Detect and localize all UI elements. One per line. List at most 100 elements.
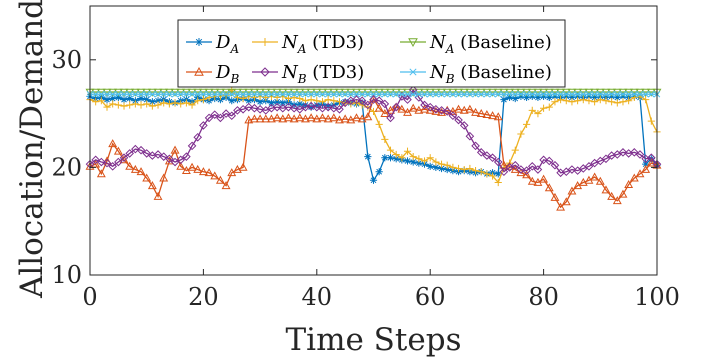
data-point	[476, 108, 486, 117]
data-point	[443, 165, 451, 174]
data-point	[120, 96, 128, 104]
data-point	[534, 93, 542, 102]
data-point	[193, 164, 203, 173]
data-point	[302, 90, 309, 98]
data-point	[346, 115, 356, 124]
data-point	[544, 183, 554, 192]
data-point	[147, 181, 157, 190]
data-point	[108, 139, 118, 148]
data-point	[585, 90, 593, 98]
data-point	[432, 163, 440, 171]
data-point	[505, 93, 514, 102]
data-point	[629, 173, 639, 182]
data-point	[375, 120, 383, 128]
data-point	[404, 90, 411, 98]
y-axis-label: Allocation/Demand	[14, 0, 50, 299]
data-point	[363, 112, 373, 121]
data-point	[272, 113, 282, 122]
data-point	[289, 103, 299, 113]
data-point	[635, 150, 645, 159]
legend-entry: NA (TD3)	[252, 32, 364, 56]
data-point	[534, 90, 542, 98]
data-point	[98, 90, 105, 98]
data-point	[613, 99, 621, 107]
legend-label-main: N	[281, 62, 299, 83]
data-point	[471, 141, 480, 151]
legend-label-main: N	[429, 32, 447, 53]
legend-label-suffix: (TD3)	[307, 62, 365, 83]
data-point	[562, 97, 570, 105]
data-point	[210, 171, 220, 180]
data-point	[618, 189, 628, 198]
data-point	[369, 176, 378, 184]
legend-label: DB	[215, 62, 239, 86]
data-point	[551, 90, 559, 98]
data-point	[131, 144, 140, 154]
data-point	[120, 102, 128, 110]
data-point	[460, 165, 468, 174]
data-point	[516, 165, 526, 174]
data-point	[194, 90, 201, 98]
legend-entry: NB (Baseline)	[400, 62, 552, 86]
data-point	[488, 153, 497, 163]
data-point	[647, 117, 655, 125]
data-point	[183, 90, 190, 98]
data-point	[256, 90, 264, 98]
legend-entry: NB (TD3)	[252, 62, 364, 86]
series-n-b-baseline	[86, 90, 661, 98]
legend-label: NB (Baseline)	[429, 62, 552, 86]
data-point	[335, 104, 344, 114]
data-point	[273, 90, 281, 98]
data-point	[324, 90, 332, 98]
data-point	[306, 101, 316, 111]
data-point	[472, 90, 479, 98]
data-point	[528, 106, 536, 114]
data-point	[165, 100, 173, 108]
data-point	[540, 104, 548, 112]
data-point	[136, 145, 146, 155]
data-point	[154, 97, 162, 105]
legend-label-suffix: (TD3)	[306, 32, 364, 53]
data-point	[601, 185, 611, 194]
data-point	[568, 90, 576, 98]
data-point	[108, 162, 117, 171]
data-point	[177, 90, 184, 98]
data-point	[454, 115, 463, 125]
legend-entry: NA (Baseline)	[400, 32, 552, 56]
data-point	[272, 102, 282, 112]
data-point	[511, 146, 519, 154]
data-point	[591, 93, 599, 102]
data-point	[193, 132, 203, 142]
data-point	[408, 38, 418, 48]
data-point	[307, 103, 315, 111]
data-point	[516, 168, 526, 177]
legend-label-subscript: A	[445, 42, 455, 56]
legend-box	[177, 19, 566, 88]
legend-label: NB (TD3)	[281, 62, 364, 86]
legend-label-subscript: B	[445, 72, 455, 86]
data-point	[544, 156, 554, 166]
data-point	[307, 90, 315, 98]
data-point	[614, 90, 621, 98]
data-point	[432, 90, 440, 98]
data-point	[387, 90, 394, 98]
legend: DA NA (TD3) NA (Baseline)DB NB (TD3) NB (Bas…	[177, 19, 566, 88]
data-point	[420, 157, 429, 165]
data-point	[608, 90, 615, 98]
data-point	[386, 154, 395, 162]
data-point	[391, 102, 401, 111]
data-point	[494, 178, 502, 187]
data-point	[171, 90, 179, 98]
data-point	[426, 162, 434, 170]
data-point	[284, 113, 293, 122]
data-point	[92, 98, 100, 106]
data-point	[255, 114, 265, 123]
data-point	[148, 102, 156, 110]
data-point	[227, 111, 237, 121]
data-point	[154, 90, 162, 98]
data-point	[195, 38, 203, 46]
data-point	[618, 148, 628, 157]
data-point	[602, 97, 610, 105]
data-point	[375, 90, 383, 98]
data-point	[142, 173, 152, 182]
